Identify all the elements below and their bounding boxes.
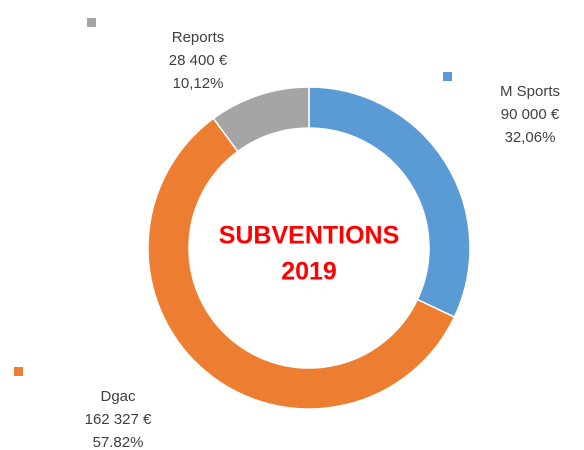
slice-label: M Sports (500, 83, 560, 100)
legend-marker (87, 18, 96, 27)
legend-marker (443, 72, 452, 81)
value-label: 28 400 € (169, 52, 228, 69)
legend-marker (14, 367, 23, 376)
percentage-label: 10,12% (173, 75, 224, 92)
slice-label: Reports (172, 29, 225, 46)
slice-label: Dgac (100, 388, 136, 405)
chart-title: SUBVENTIONS (219, 222, 400, 250)
percentage-label: 57.82% (93, 434, 144, 450)
chart-title: 2019 (281, 258, 337, 286)
value-label: 90 000 € (501, 106, 560, 123)
donut-slice (212, 86, 310, 153)
percentage-label: 32,06% (505, 129, 556, 146)
donut-slice (147, 117, 456, 410)
value-label: 162 327 € (85, 411, 152, 428)
